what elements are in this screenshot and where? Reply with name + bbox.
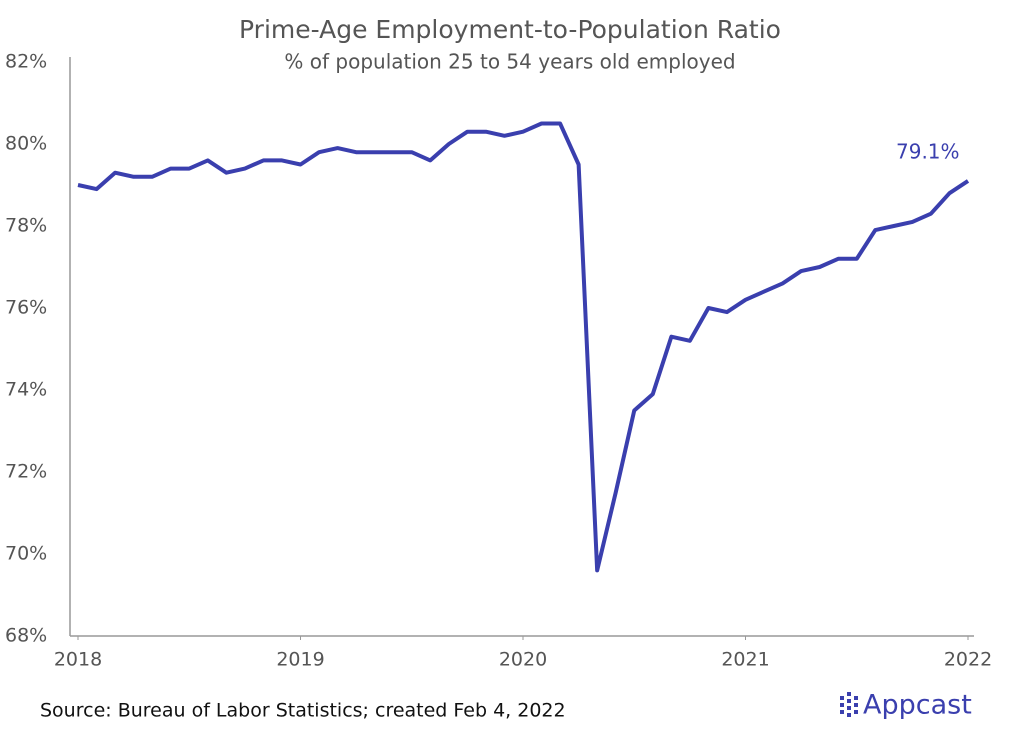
y-tick-label: 72% [5, 461, 47, 483]
annotation: 79.1% [896, 139, 960, 163]
chart-subtitle: % of population 25 to 54 years old emplo… [284, 50, 735, 74]
brand-name: Appcast [863, 690, 972, 721]
x-tick-label: 2018 [54, 649, 102, 671]
x-tick-label: 2022 [944, 649, 992, 671]
chart-title: Prime-Age Employment-to-Population Ratio [239, 15, 781, 44]
y-tick-label: 74% [5, 379, 47, 401]
y-tick-label: 80% [5, 133, 47, 155]
x-tick-label: 2019 [276, 649, 324, 671]
x-tick-label: 2020 [499, 649, 547, 671]
y-tick-label: 82% [5, 51, 47, 73]
y-tick-label: 68% [5, 625, 47, 647]
source-note: Source: Bureau of Labor Statistics; crea… [40, 700, 566, 722]
data-line [77, 121, 970, 573]
y-tick-label: 78% [5, 215, 47, 237]
y-tick-label: 76% [5, 297, 47, 319]
y-tick-label: 70% [5, 543, 47, 565]
x-tick-label: 2021 [721, 649, 769, 671]
brand-logo: Appcast [840, 690, 972, 721]
